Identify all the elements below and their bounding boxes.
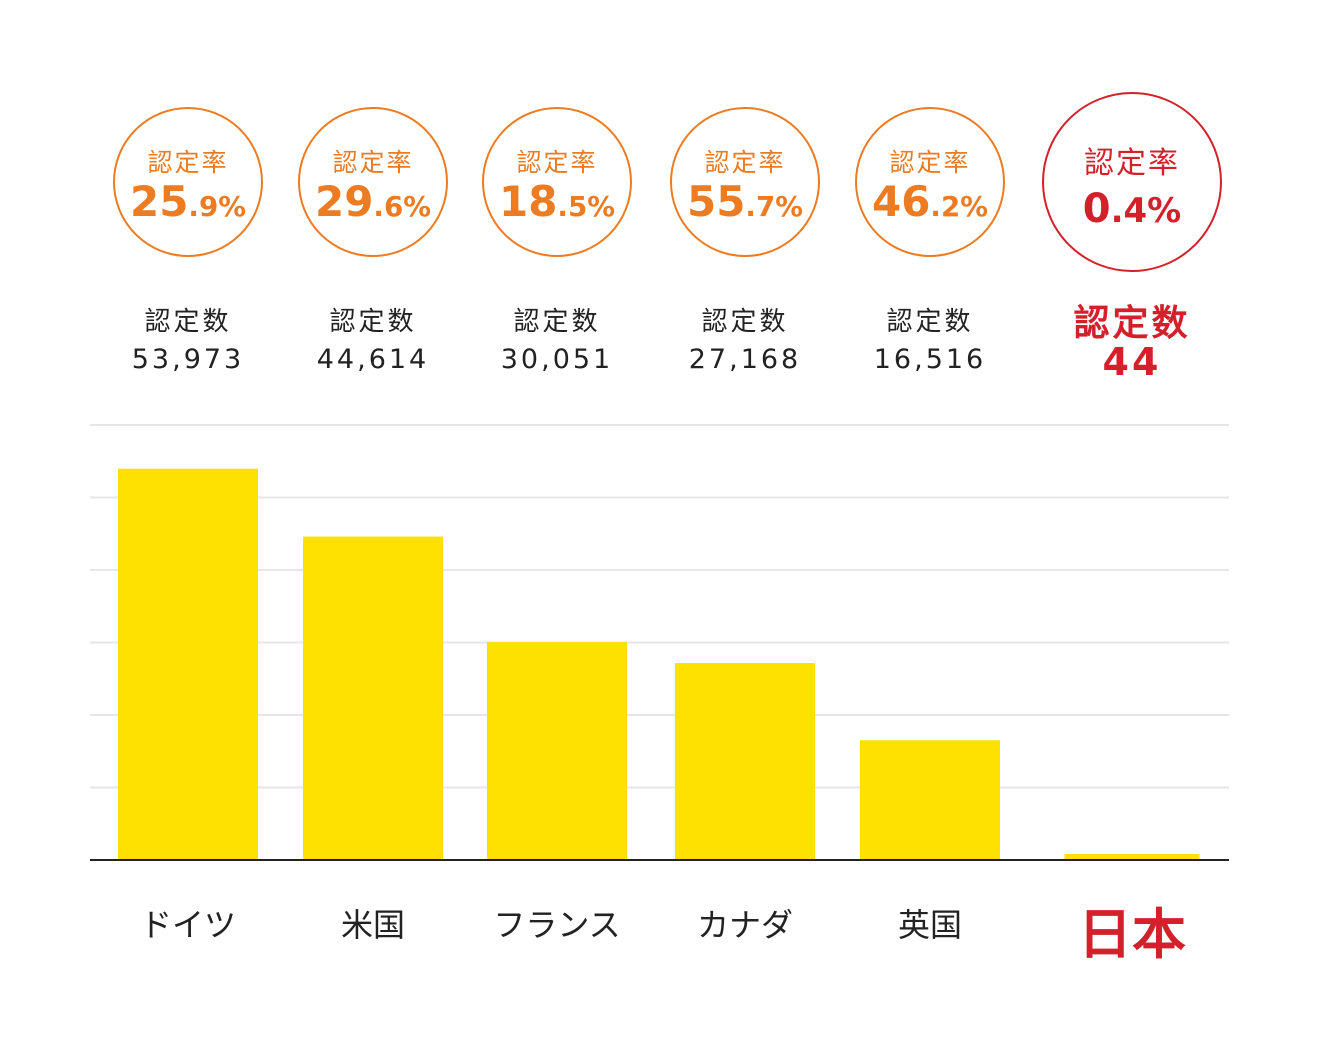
count-value: 44,614 — [316, 344, 430, 375]
rate-badge: 認定率 0.4% — [1042, 92, 1222, 272]
count-label: 認定数 — [513, 307, 601, 337]
rate-badge: 認定率 55.7% — [670, 107, 820, 257]
rate-value: 55.7% — [672, 177, 818, 226]
rate-label: 認定率 — [889, 148, 971, 177]
count-label: 認定数 — [701, 307, 789, 337]
rate-label: 認定率 — [704, 148, 786, 177]
rate-badge: 認定率 29.6% — [298, 107, 448, 257]
rate-decimal: .9% — [188, 190, 247, 223]
country-column: 認定率 29.6% 認定数 44,614 米国 — [283, 0, 463, 1041]
count-label: 認定数 — [1073, 303, 1191, 344]
rate-decimal: .6% — [373, 190, 432, 223]
bar-4 — [860, 740, 1000, 860]
rate-integer: 46 — [871, 177, 931, 226]
count-value: 27,168 — [688, 344, 802, 375]
bar-2 — [487, 642, 627, 860]
category-label: カナダ — [696, 906, 793, 944]
bar-0 — [118, 468, 258, 860]
rate-integer: 55 — [686, 177, 746, 226]
country-column: 認定率 46.2% 認定数 16,516 英国 — [840, 0, 1020, 1041]
rate-label: 認定率 — [516, 148, 598, 177]
country-column: 認定率 55.7% 認定数 27,168 カナダ — [655, 0, 835, 1041]
rate-badge: 認定率 46.2% — [855, 107, 1005, 257]
count-value: 16,516 — [873, 344, 987, 375]
rate-value: 25.9% — [115, 177, 261, 226]
rate-value: 29.6% — [300, 177, 446, 226]
rate-decimal: .7% — [745, 190, 804, 223]
bar-1 — [303, 536, 443, 860]
rate-decimal: .4% — [1110, 191, 1182, 231]
rate-decimal: .2% — [930, 190, 989, 223]
rate-integer: 25 — [129, 177, 189, 226]
rate-label: 認定率 — [147, 148, 229, 177]
rate-integer: 0 — [1082, 186, 1111, 232]
count-label: 認定数 — [144, 307, 232, 337]
rate-badge: 認定率 18.5% — [482, 107, 632, 257]
count-label: 認定数 — [329, 307, 417, 337]
country-column: 認定率 25.9% 認定数 53,973 ドイツ — [98, 0, 278, 1041]
category-label: 英国 — [897, 906, 962, 944]
rate-value: 18.5% — [484, 177, 630, 226]
category-label: フランス — [493, 906, 621, 944]
count-value: 53,973 — [131, 344, 245, 375]
count-value: 44 — [1102, 340, 1162, 384]
category-label: 米国 — [340, 906, 405, 944]
bar-5 — [1064, 854, 1200, 860]
category-label: 日本 — [1078, 903, 1186, 966]
rate-badge: 認定率 25.9% — [113, 107, 263, 257]
count-value: 30,051 — [500, 344, 614, 375]
rate-value: 46.2% — [857, 177, 1003, 226]
rate-integer: 29 — [314, 177, 374, 226]
country-column: 認定率 0.4% 認定数 44 日本 — [1042, 0, 1222, 1041]
rate-value: 0.4% — [1044, 186, 1220, 232]
category-label: ドイツ — [139, 906, 236, 944]
rate-decimal: .5% — [557, 190, 616, 223]
count-label: 認定数 — [886, 307, 974, 337]
bar-3 — [675, 663, 815, 860]
rate-integer: 18 — [498, 177, 558, 226]
rate-label: 認定率 — [1084, 146, 1180, 181]
rate-label: 認定率 — [332, 148, 414, 177]
country-column: 認定率 18.5% 認定数 30,051 フランス — [467, 0, 647, 1041]
